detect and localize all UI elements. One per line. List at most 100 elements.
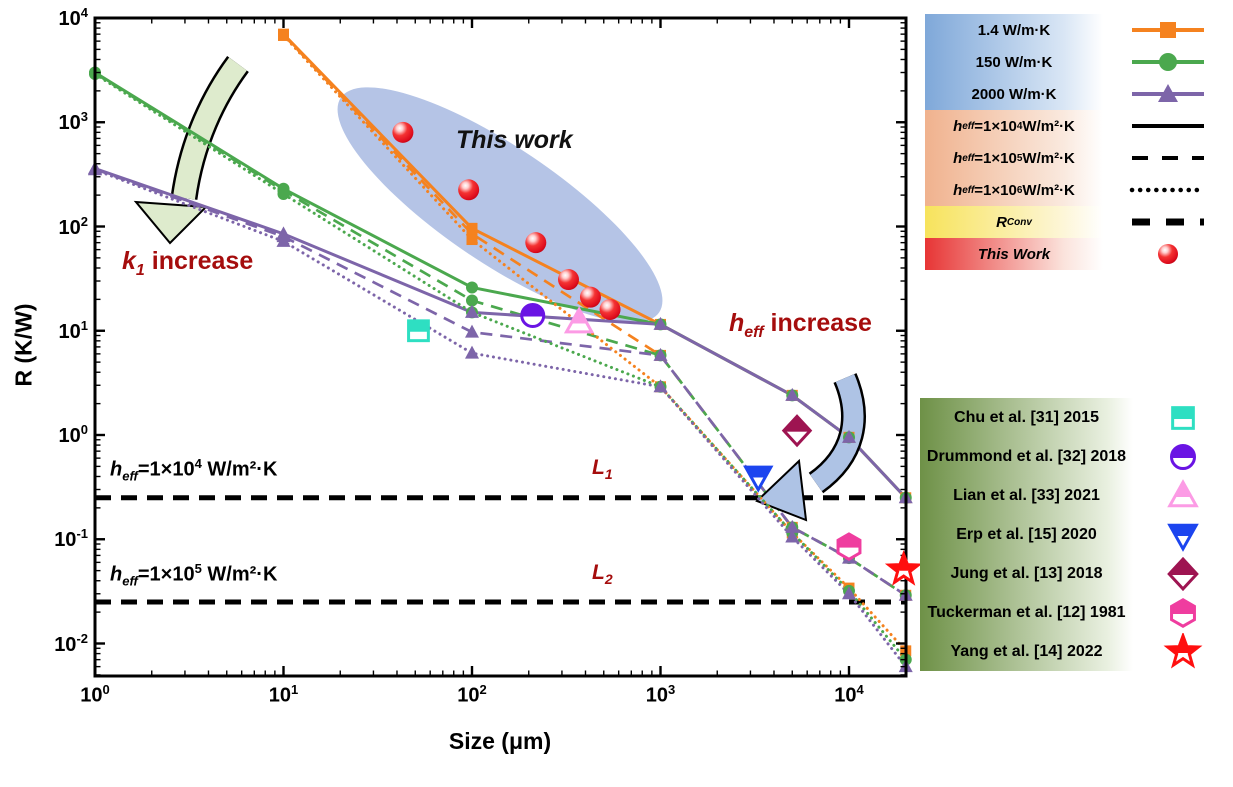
legend-top: 1.4 W/m·K 150 W/m·K 2000 W/m·K h eff =1×10 4 W…	[925, 14, 1233, 270]
lit-point	[781, 414, 813, 448]
hline2-exp: 5	[194, 561, 202, 576]
dashed-line-icon	[1132, 156, 1204, 160]
this-work-ellipse	[337, 87, 663, 323]
reference-label: Jung et al. [13] 2018	[920, 554, 1133, 593]
half-circle-icon	[1170, 443, 1196, 470]
legend-row-symbol	[1103, 174, 1233, 206]
lit-point	[836, 532, 862, 561]
half-hexagon-icon	[1170, 597, 1196, 628]
reference-legend-row: Lian et al. [33] 2021	[920, 476, 1233, 515]
reference-legend-row: Erp et al. [15] 2020	[920, 515, 1233, 554]
this-work-text: This work	[456, 126, 573, 154]
red-sphere-icon	[1158, 244, 1178, 264]
L1-base: L	[592, 456, 605, 479]
x-axis-title: Size (μm)	[449, 728, 551, 755]
k1-sub: 1	[135, 262, 145, 279]
reference-label: Chu et al. [31] 2015	[920, 398, 1133, 437]
legend-top-group-yellow: R Conv	[925, 206, 1233, 238]
legend-row-label: This Work	[925, 238, 1103, 270]
x-tick-label: 103	[645, 682, 676, 707]
legend-row-symbol	[1103, 238, 1233, 270]
legend-row-label: 1.4 W/m·K	[925, 14, 1103, 46]
hline2-label: heff=1×105 W/m²·K	[110, 561, 277, 589]
reference-legend-row: Chu et al. [31] 2015	[920, 398, 1233, 437]
legend-top-group-blue: 1.4 W/m·K 150 W/m·K 2000 W/m·K	[925, 14, 1233, 110]
legend-references: Chu et al. [31] 2015 Drummond et al. [32]…	[920, 398, 1233, 671]
reference-label: Yang et al. [14] 2022	[920, 632, 1133, 671]
legend-row-label: h eff =1×10 5 W/m²·K	[925, 142, 1103, 174]
x-axis-title-text: Size (μm)	[448, 728, 552, 754]
L2-sub: 2	[604, 571, 613, 588]
y-tick-label: 100	[58, 422, 88, 447]
x-tick-label: 100	[80, 682, 110, 707]
legend-row-label: h eff =1×10 6 W/m²·K	[925, 174, 1103, 206]
hline2-eq: =1×10	[137, 563, 195, 586]
L1-sub: 1	[604, 466, 613, 483]
lit-point	[884, 549, 923, 586]
legend-row-symbol	[1103, 78, 1233, 110]
solid-line-icon	[1132, 124, 1204, 128]
y-tick-label: 102	[58, 213, 88, 239]
y-axis-title-text: R (K/W)	[10, 303, 37, 387]
legend-row: h eff =1×10 6 W/m²·K	[925, 174, 1233, 206]
L1-label: L1	[592, 456, 613, 482]
legend-row-symbol	[1103, 206, 1233, 238]
x-tick-label: 102	[457, 682, 487, 707]
heff-rest: increase	[763, 309, 872, 337]
literature-points	[407, 303, 923, 586]
reference-symbol	[1133, 515, 1233, 554]
y-tick-label: 10-2	[54, 630, 88, 656]
this-work-label: This work	[456, 126, 573, 155]
x-tick-label: 101	[268, 682, 299, 707]
hline1-unit: W/m²·K	[201, 458, 278, 481]
legend-row: 150 W/m·K	[925, 46, 1233, 78]
lit-point	[563, 306, 595, 334]
reference-label: Drummond et al. [32] 2018	[920, 437, 1133, 476]
legend-row: h eff =1×10 5 W/m²·K	[925, 142, 1233, 174]
bold-dashed-line-icon	[1132, 218, 1204, 226]
this-work-points	[392, 121, 621, 320]
hline1-sym: h	[110, 458, 123, 481]
legend-top-group-red: This Work	[925, 238, 1233, 270]
legend-row-label: 150 W/m·K	[925, 46, 1103, 78]
hline1-exp: 4	[194, 456, 202, 471]
green-circle-line-icon	[1132, 53, 1204, 71]
legend-row-symbol	[1103, 142, 1233, 174]
reference-symbol	[1133, 554, 1233, 593]
star-icon	[1163, 632, 1203, 669]
legend-row-symbol	[1103, 110, 1233, 142]
half-diamond-icon	[1167, 556, 1199, 591]
heff-increase-label: heff increase	[729, 309, 872, 342]
L2-label: L2	[592, 561, 613, 587]
L2-base: L	[592, 561, 605, 584]
legend-row-label: 2000 W/m·K	[925, 78, 1103, 110]
hline1-eq: =1×10	[137, 458, 195, 481]
purple-triangle-line-icon	[1132, 84, 1204, 102]
heff-sub: eff	[744, 324, 764, 341]
markers-purple-dashed	[88, 161, 913, 601]
legend-row: R Conv	[925, 206, 1233, 238]
dotted-line-icon	[1129, 187, 1207, 193]
reference-symbol	[1133, 437, 1233, 476]
hline2-subtext: eff	[122, 573, 138, 589]
legend-row-symbol	[1103, 46, 1233, 78]
lit-point	[407, 319, 430, 343]
half-square-icon	[1171, 405, 1195, 430]
legend-row: h eff =1×10 4 W/m²·K	[925, 110, 1233, 142]
legend-top-group-peach: h eff =1×10 4 W/m²·K h eff =1×10 5 W/m²·K h eff =1…	[925, 110, 1233, 206]
half-triangle-up-icon	[1167, 478, 1199, 507]
k1-symbol: k	[122, 247, 136, 275]
axis-ticks	[93, 16, 907, 676]
reference-label: Tuckerman et al. [12] 1981	[920, 593, 1133, 632]
y-axis-title: R (K/W)	[11, 303, 38, 386]
legend-row: This Work	[925, 238, 1233, 270]
reference-legend-row: Yang et al. [14] 2022	[920, 632, 1233, 671]
orange-square-line-icon	[1132, 22, 1204, 38]
y-tick-label: 101	[58, 317, 88, 343]
reference-label: Erp et al. [15] 2020	[920, 515, 1133, 554]
reference-legend-row: Jung et al. [13] 2018	[920, 554, 1233, 593]
reference-label: Lian et al. [33] 2021	[920, 476, 1133, 515]
series-orange-dotted	[282, 33, 908, 653]
lit-point	[520, 303, 546, 329]
